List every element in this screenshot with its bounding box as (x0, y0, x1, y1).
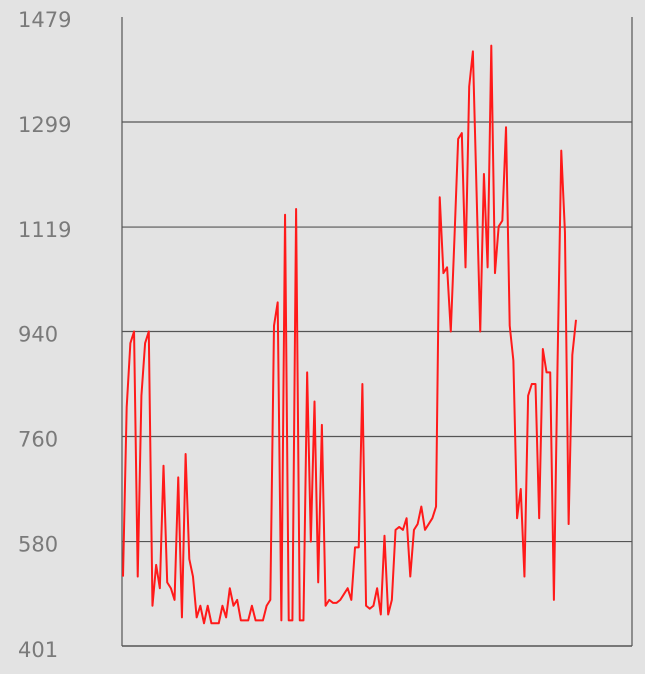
y-tick-label-1: 580 (18, 533, 58, 557)
y-tick-label-0: 401 (18, 638, 58, 662)
y-tick-label-3: 940 (18, 323, 58, 347)
y-tick-label-5: 1299 (18, 113, 71, 137)
y-tick-label-2: 760 (18, 428, 58, 452)
y-tick-label-4: 1119 (18, 218, 71, 242)
y-tick-label-6: 1479 (18, 8, 71, 32)
series-line-0 (122, 44, 577, 625)
